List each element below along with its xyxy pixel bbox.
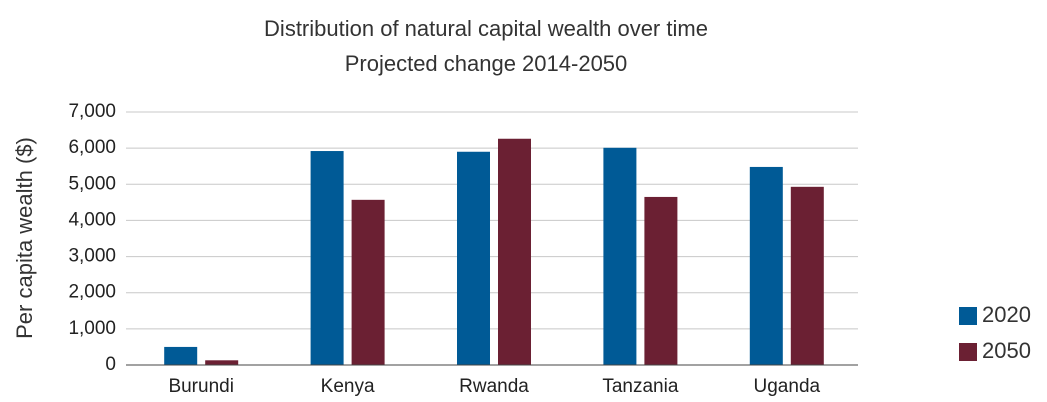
x-tick-label: Tanzania: [602, 376, 678, 397]
y-tick-label: 6,000: [68, 137, 116, 158]
legend-swatch: [959, 343, 977, 361]
bar: [310, 151, 344, 365]
x-tick-label: Uganda: [754, 376, 821, 397]
x-tick-label: Rwanda: [459, 376, 529, 397]
y-tick-label: 4,000: [68, 209, 116, 230]
y-tick-label: 5,000: [68, 173, 116, 194]
y-axis-label: Per capita wealth ($): [12, 137, 37, 339]
legend-label: 2020: [982, 302, 1031, 327]
y-tick-label: 0: [105, 354, 116, 375]
bar: [603, 147, 637, 365]
x-tick-label: Kenya: [321, 376, 375, 397]
y-tick-label: 7,000: [68, 101, 116, 122]
bar: [164, 346, 198, 365]
legend-label: 2050: [982, 338, 1031, 363]
legend-swatch: [959, 307, 977, 325]
bar: [644, 196, 678, 365]
bar: [498, 138, 531, 365]
y-tick-label: 1,000: [68, 318, 116, 339]
bar: [749, 166, 783, 365]
y-tick-label: 3,000: [68, 246, 116, 267]
chart-title: Distribution of natural capital wealth o…: [264, 16, 708, 41]
chart-subtitle: Projected change 2014-2050: [345, 51, 628, 76]
bar: [205, 360, 239, 365]
bar: [790, 186, 824, 365]
x-tick-label: Burundi: [168, 376, 234, 397]
bar: [457, 151, 490, 365]
bar: [351, 199, 385, 365]
y-tick-label: 2,000: [68, 282, 116, 303]
